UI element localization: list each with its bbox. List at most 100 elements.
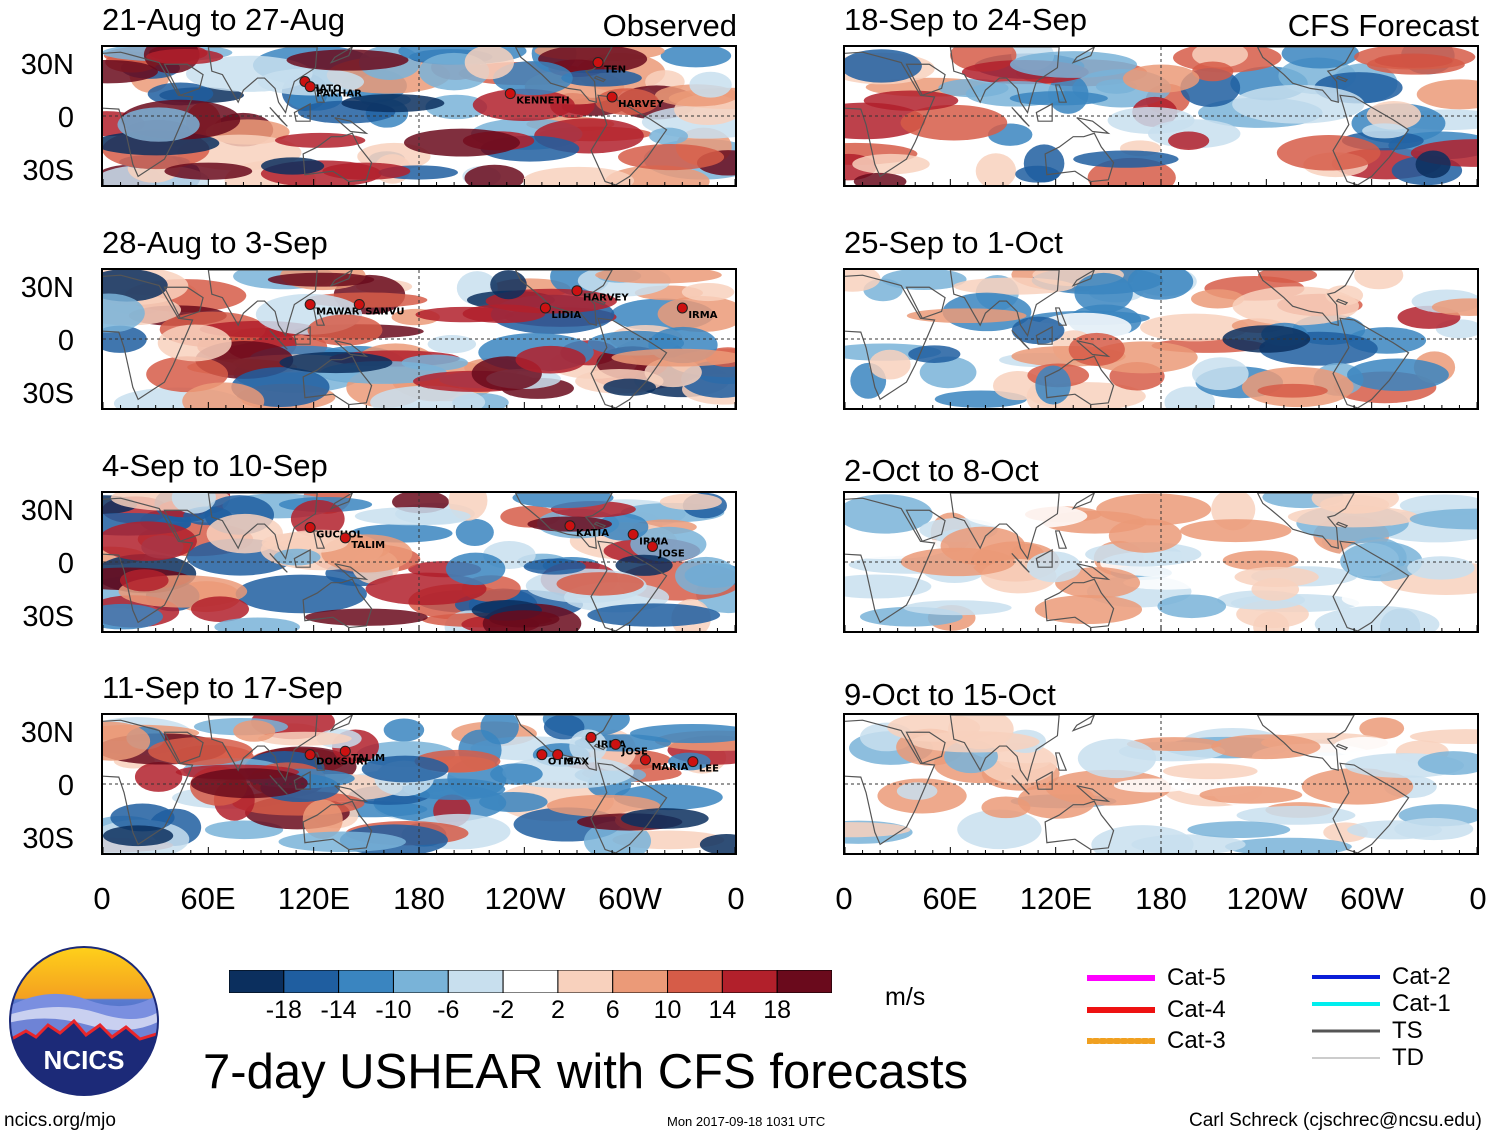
storm-marker: IRMA	[676, 302, 718, 321]
colorbar-tick-label: 10	[653, 996, 682, 1024]
shear-anomaly-region	[286, 49, 409, 71]
coastline	[1035, 770, 1053, 790]
shear-anomaly-region	[103, 825, 174, 847]
lat-label-eq: 0	[57, 325, 74, 357]
coastline	[593, 743, 607, 751]
colorbar-tick-label: -2	[491, 996, 515, 1024]
colorbar-tick-label: 14	[708, 996, 737, 1024]
hurricane-symbol	[304, 522, 316, 533]
storm-marker: TALIM	[339, 532, 385, 551]
shear-anomaly-region	[1015, 165, 1060, 183]
shear-anomaly-region	[1074, 272, 1133, 314]
shear-anomaly-region	[957, 809, 1042, 850]
legend-cat5: Cat-5	[1087, 964, 1226, 991]
shear-anomaly-region	[146, 48, 224, 65]
panel-title-3: 4-Sep to 10-Sep	[102, 448, 328, 483]
lon-label: 120E	[277, 881, 351, 916]
hurricane-symbol	[564, 520, 576, 532]
lat-label-30n: 30N	[20, 495, 74, 527]
shear-anomaly-region	[490, 763, 543, 785]
coastline	[1335, 75, 1349, 83]
colorbar-swatch	[502, 969, 559, 994]
coastline	[269, 329, 288, 350]
coastline	[1332, 540, 1410, 631]
coastline	[1071, 270, 1095, 287]
colorbar-swatch	[557, 969, 614, 994]
colorbar-tick-label: 18	[763, 996, 792, 1024]
coastline	[312, 530, 326, 549]
shear-anomaly-region	[1225, 837, 1352, 853]
lon-label: 180	[1135, 881, 1187, 916]
shear-anomaly-region	[103, 521, 197, 561]
shear-anomaly-region	[267, 272, 375, 287]
coastline	[514, 270, 613, 326]
shear-anomaly-region	[1168, 131, 1210, 150]
coastline	[1076, 563, 1111, 581]
storm-marker: SANVU	[353, 299, 404, 318]
hurricane-symbol	[536, 749, 548, 761]
map-panel-7	[843, 491, 1479, 633]
shear-anomaly-region	[845, 574, 932, 599]
shear-anomaly-region	[1187, 821, 1291, 839]
shear-anomaly-region	[322, 162, 411, 180]
shear-anomaly-region	[618, 143, 725, 171]
shear-anomaly-region	[863, 90, 959, 111]
hurricane-symbol	[639, 754, 651, 766]
coastline	[1332, 94, 1410, 185]
storm-marker: MARIA	[639, 754, 689, 773]
shear-anomaly-region	[569, 729, 607, 763]
shear-anomaly-region	[493, 60, 573, 96]
storm-marker: TEN	[592, 57, 626, 76]
legend-cat2: Cat-2	[1312, 963, 1451, 990]
units-label: m/s	[885, 983, 926, 1011]
shear-anomaly-region	[427, 335, 477, 354]
coastline	[590, 317, 668, 408]
shear-anomaly-region	[1222, 550, 1299, 571]
coastline	[103, 719, 194, 846]
shear-anomaly-region	[182, 382, 265, 408]
shear-anomaly-region	[845, 49, 922, 83]
coastline	[1335, 298, 1349, 306]
storm-marker: JOSE	[646, 540, 685, 559]
coastline	[334, 117, 369, 135]
coastline	[103, 497, 194, 624]
coastline	[302, 578, 373, 629]
shear-anomaly-region	[1108, 518, 1182, 553]
shear-anomaly-region	[1366, 101, 1422, 130]
coastline	[949, 715, 1060, 782]
lon-label: 0	[727, 881, 745, 916]
coastline	[1044, 800, 1115, 851]
coastline	[1076, 117, 1111, 135]
hurricane-symbol	[304, 299, 316, 310]
shear-anomaly-region	[103, 293, 145, 333]
shear-anomaly-region	[1354, 47, 1476, 70]
shear-anomaly-region	[1077, 738, 1157, 779]
shear-anomaly-region	[630, 526, 707, 562]
hurricane-symbol	[353, 299, 365, 310]
coastline	[1035, 548, 1053, 568]
coastline	[163, 731, 204, 765]
footer-url[interactable]: ncics.org/mjo	[4, 1110, 116, 1131]
shear-anomaly-region	[845, 822, 911, 838]
shear-anomaly-region	[1416, 79, 1477, 110]
storm-marker: OTIS	[536, 749, 574, 768]
storm-marker: GUCHOL	[304, 522, 364, 541]
storm-name: HARVEY	[583, 293, 629, 304]
storm-name: HARVEY	[618, 99, 664, 110]
coastline	[329, 47, 353, 64]
storm-marker: JOSE	[610, 738, 648, 757]
coastline	[593, 298, 607, 306]
coastline	[905, 63, 946, 97]
coastline	[593, 521, 607, 529]
hurricane-symbol	[687, 756, 699, 768]
shear-anomaly-region	[1276, 135, 1381, 171]
lon-label: 60W	[598, 881, 662, 916]
hurricane-symbol	[676, 302, 688, 314]
coastline	[293, 325, 311, 345]
lon-label: 0	[835, 881, 853, 916]
shear-anomaly-region	[164, 162, 253, 180]
coastline	[905, 286, 946, 320]
coastline	[1071, 493, 1095, 510]
shear-anomaly-region	[401, 354, 468, 371]
shear-anomaly-region	[1157, 594, 1227, 619]
